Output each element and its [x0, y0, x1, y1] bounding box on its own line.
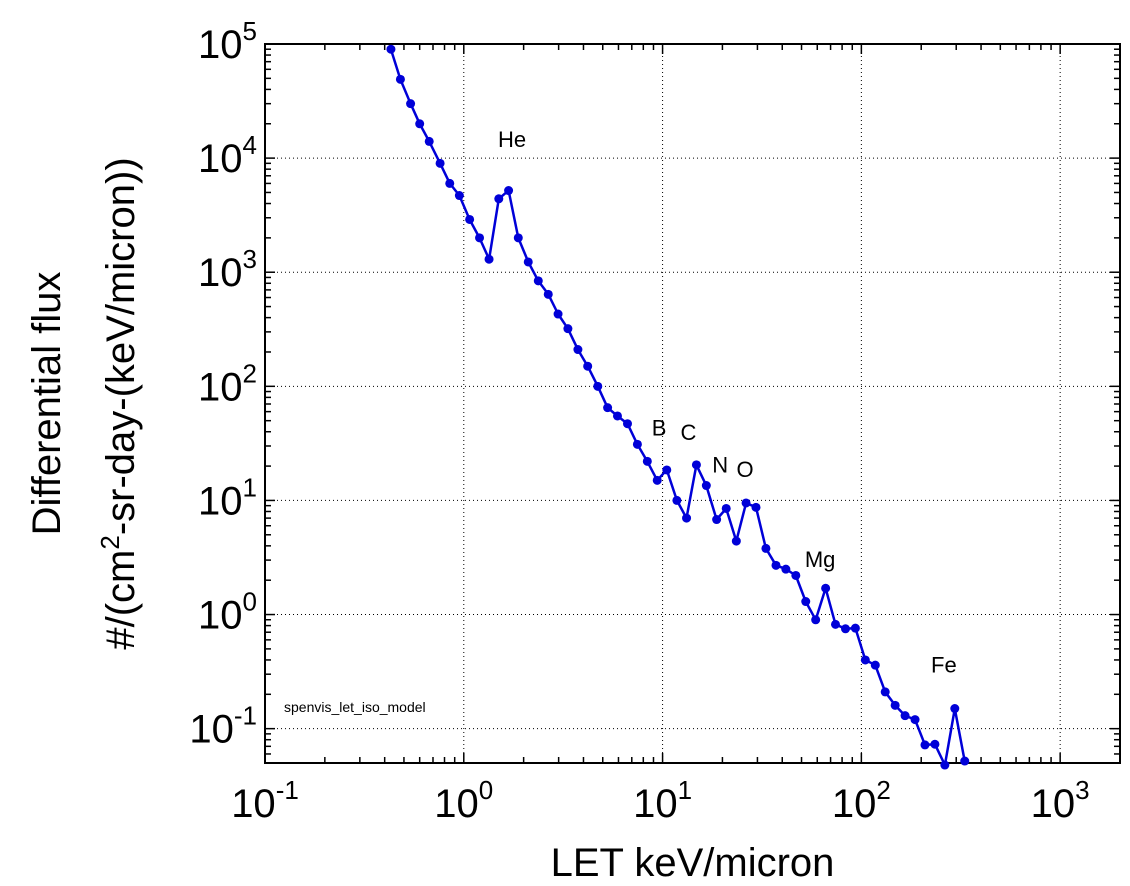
data-point [445, 178, 455, 188]
data-point [870, 660, 880, 670]
data-point [386, 44, 396, 54]
data-point [781, 564, 791, 574]
data-point [821, 583, 831, 593]
data-point [771, 560, 781, 570]
data-point [435, 158, 445, 168]
data-point [691, 460, 701, 470]
data-point [475, 233, 485, 243]
y-tick-label: 102 [198, 358, 257, 409]
series [386, 44, 970, 770]
data-point [465, 214, 475, 224]
data-point [612, 411, 622, 421]
data-point [543, 289, 553, 299]
data-point [622, 419, 632, 429]
data-point [494, 194, 504, 204]
axis-ticks [264, 43, 1121, 764]
data-point [662, 465, 672, 475]
x-tick-label: 101 [633, 775, 692, 826]
data-point [960, 756, 970, 766]
data-point [563, 324, 573, 334]
element-annotation: Mg [805, 547, 836, 572]
data-point [890, 700, 900, 710]
y-axis-title-line1: Differential flux [25, 272, 69, 536]
data-point [484, 254, 494, 264]
data-point [940, 760, 950, 770]
element-annotation: O [737, 457, 754, 482]
x-tick-labels: 10-1 100 101 102 103 [231, 775, 1089, 826]
data-point [603, 403, 613, 413]
data-point [632, 439, 642, 449]
series-line [389, 48, 966, 767]
y-tick-label: 100 [198, 587, 257, 638]
y-tick-label: 105 [198, 16, 257, 67]
annotations: He B CN O Mg Fe [498, 127, 957, 678]
data-point [801, 597, 811, 607]
data-point [573, 345, 583, 355]
data-point [741, 498, 751, 508]
data-point [751, 502, 761, 512]
element-annotation: C [681, 420, 697, 445]
data-point [880, 687, 890, 697]
data-point [533, 276, 543, 286]
y-axis-title-line2: #/(cm2-sr-day-(keV/micron)) [95, 157, 143, 649]
data-point [523, 257, 533, 267]
data-point [731, 536, 741, 546]
data-point [406, 99, 416, 109]
x-tick-label: 10-1 [231, 775, 299, 826]
element-annotation: N [712, 453, 728, 478]
y-tick-labels: 10-1 100 101 102 103 104 105 [189, 16, 257, 752]
data-point [811, 615, 821, 625]
watermark-label: spenvis_let_iso_model [284, 699, 426, 715]
data-point [910, 715, 920, 725]
y-axis-title-prefix: #/(cm [99, 550, 143, 650]
data-point [830, 619, 840, 629]
x-tick-label: 100 [434, 775, 493, 826]
data-point [840, 624, 850, 634]
y-tick-label: 103 [198, 244, 257, 295]
data-point [583, 361, 593, 371]
data-point [721, 503, 731, 513]
data-point [553, 309, 563, 319]
data-point [791, 570, 801, 580]
data-point [950, 704, 960, 714]
y-tick-label: 101 [198, 472, 257, 523]
data-point [920, 740, 930, 750]
element-annotation: Fe [931, 653, 957, 678]
element-annotation: B [652, 416, 667, 441]
data-point [415, 119, 425, 129]
data-point [395, 74, 405, 84]
y-axis-title-suffix: -sr-day-(keV/micron)) [99, 157, 143, 535]
data-point [701, 481, 711, 491]
grid [265, 44, 1120, 763]
data-point [682, 513, 692, 523]
data-point [900, 711, 910, 721]
data-point [850, 623, 860, 633]
data-point [761, 543, 771, 553]
y-tick-label: 10-1 [189, 701, 257, 752]
x-axis-title: LET keV/micron [551, 841, 835, 885]
y-axis-title-sup: 2 [95, 535, 125, 549]
data-point [424, 136, 434, 146]
data-point [513, 233, 523, 243]
data-point [930, 739, 940, 749]
data-point [672, 495, 682, 505]
x-tick-label: 102 [832, 775, 891, 826]
data-point [642, 456, 652, 466]
element-annotation: He [498, 127, 526, 152]
x-tick-label: 103 [1031, 775, 1090, 826]
data-point [504, 186, 514, 196]
plot-frame [264, 43, 1121, 764]
data-point [860, 655, 870, 665]
data-point [652, 475, 662, 485]
data-point [593, 381, 603, 391]
y-tick-label: 104 [198, 130, 257, 181]
data-point [454, 191, 464, 201]
data-point [712, 515, 722, 525]
